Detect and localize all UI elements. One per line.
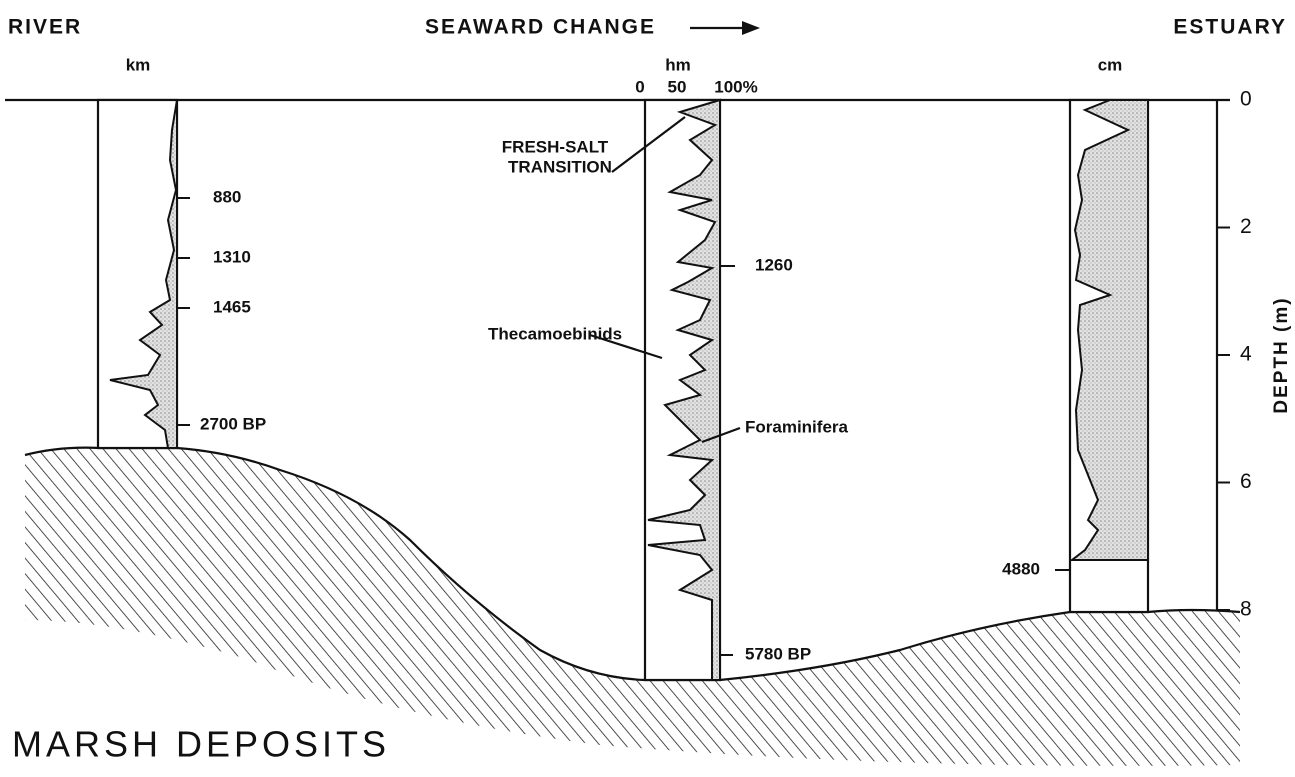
annotation: Thecamoebinids [488,324,622,343]
unit: cm [1098,55,1123,74]
scale-label: 100% [714,77,757,96]
date: 1260 [755,255,793,274]
tick-label: 4 [1240,343,1252,366]
scale-label: 0 [635,77,644,96]
tick-label: 8 [1240,598,1252,621]
date: 880 [213,187,241,206]
ground-hatch [25,447,1240,766]
pointers [589,116,741,444]
tick-label: 6 [1240,470,1252,493]
seaward-curve [647,98,721,681]
date: 1310 [213,247,251,266]
estuary-curve [1069,99,1149,561]
river-curve [109,99,178,449]
header-center: SEAWARD CHANGE [425,16,656,39]
annotation: FRESH-SALT [502,137,609,156]
ground-surface [24,446,1241,682]
date: 1465 [213,297,251,316]
annotation: TRANSITION [508,157,612,176]
tick-label: 2 [1240,215,1252,238]
title: MARSH DEPOSITS [12,724,390,765]
date: 2700 BP [200,414,266,433]
unit: hm [665,55,691,74]
header-right: ESTUARY [1173,16,1287,39]
annotation: Foraminifera [745,417,849,436]
arrow-head [742,21,760,35]
axis-label: DEPTH (m) [1271,296,1292,413]
unit: km [126,55,151,74]
date: 5780 BP [745,644,811,663]
depth-ticks: 0 2 4 6 8 [1217,88,1252,621]
header-left: RIVER [8,16,82,39]
date-ticks [177,197,1070,656]
scale-label: 50 [668,77,687,96]
tick-label: 0 [1240,88,1252,111]
date: 4880 [1002,559,1040,578]
